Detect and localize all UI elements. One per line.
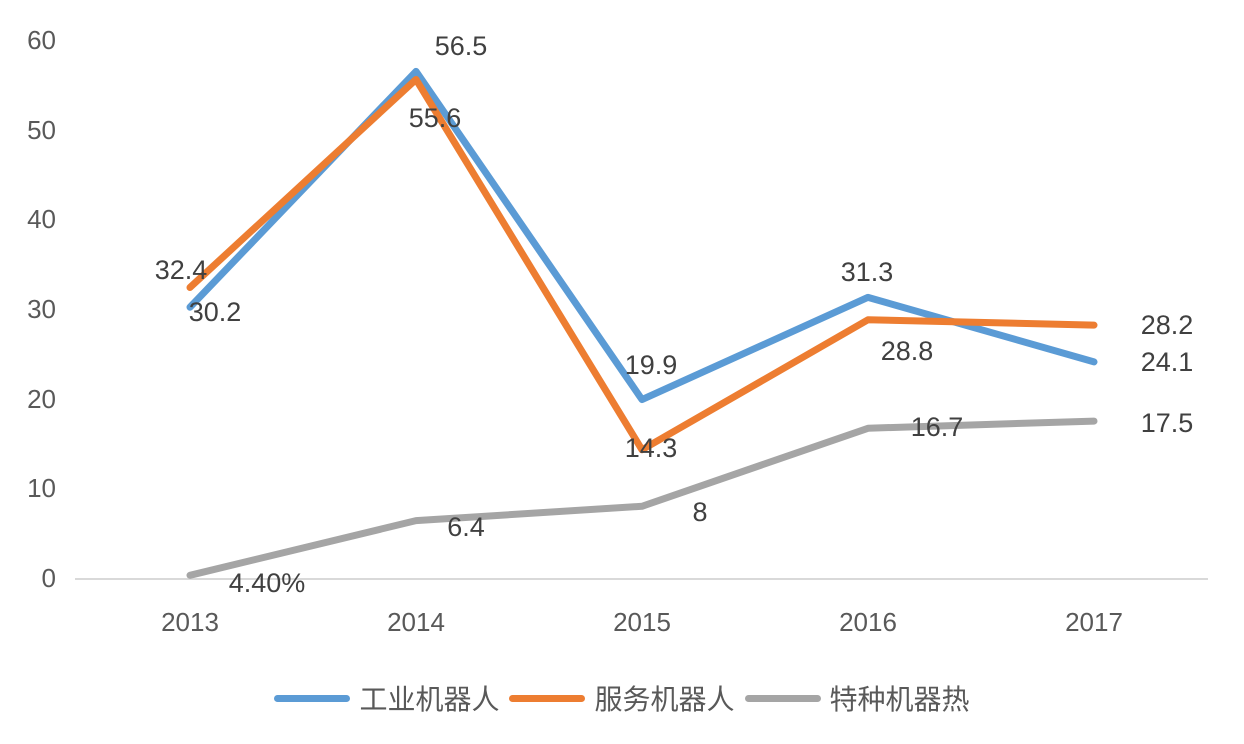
legend-item-service-robot: 服务机器人 — [509, 678, 735, 718]
y-axis-tick-label: 40 — [27, 204, 56, 235]
industrial-robot-data-label: 19.9 — [624, 350, 678, 380]
legend-label: 服务机器人 — [594, 684, 735, 715]
y-axis-tick-label: 50 — [27, 114, 56, 145]
x-axis-tick-label: 2014 — [387, 607, 445, 637]
legend-label: 工业机器人 — [359, 684, 500, 715]
chart-legend: 工业机器人 服务机器人 特种机器热 — [0, 678, 1244, 718]
industrial-robot-data-label: 56.5 — [434, 31, 488, 61]
service-robot-data-label: 32.4 — [154, 255, 208, 285]
x-axis-tick-label: 2013 — [161, 607, 219, 637]
x-axis-tick-label: 2015 — [613, 607, 671, 637]
industrial-robot-data-label: 24.1 — [1140, 347, 1194, 377]
service-robot-data-label: 28.8 — [880, 336, 934, 366]
legend-line-swatch-icon — [509, 694, 586, 702]
y-axis-tick-label: 60 — [27, 25, 56, 55]
x-axis-tick-label: 2016 — [839, 607, 897, 637]
special-robot-data-label: 8 — [692, 497, 708, 527]
y-axis-tick-label: 0 — [41, 563, 56, 593]
special-robot-data-label: 6.4 — [447, 512, 485, 542]
x-axis-tick-label: 2017 — [1065, 607, 1123, 637]
special-robot-data-label: 17.5 — [1140, 408, 1194, 438]
special-robot-series-line — [186, 417, 1098, 579]
special-robot-data-label: 16.7 — [910, 412, 964, 442]
legend-line-swatch-icon — [744, 694, 821, 702]
y-axis-tick-label: 10 — [27, 473, 56, 504]
legend-item-special-robot: 特种机器热 — [744, 678, 970, 718]
y-axis-tick-label: 20 — [27, 383, 56, 414]
service-robot-data-label: 28.2 — [1140, 310, 1194, 340]
special-robot-data-label: 4.40% — [228, 568, 306, 598]
industrial-robot-data-label: 31.3 — [840, 257, 894, 287]
legend-item-industrial-robot: 工业机器人 — [274, 678, 499, 718]
legend-line-swatch-icon — [274, 694, 351, 702]
service-robot-series-line — [186, 75, 1098, 454]
service-robot-data-label: 14.3 — [624, 433, 678, 463]
legend-label: 特种机器热 — [829, 684, 970, 715]
service-robot-data-label: 55.6 — [408, 103, 462, 133]
industrial-robot-data-label: 30.2 — [188, 297, 242, 327]
y-axis-tick-label: 30 — [27, 294, 56, 324]
